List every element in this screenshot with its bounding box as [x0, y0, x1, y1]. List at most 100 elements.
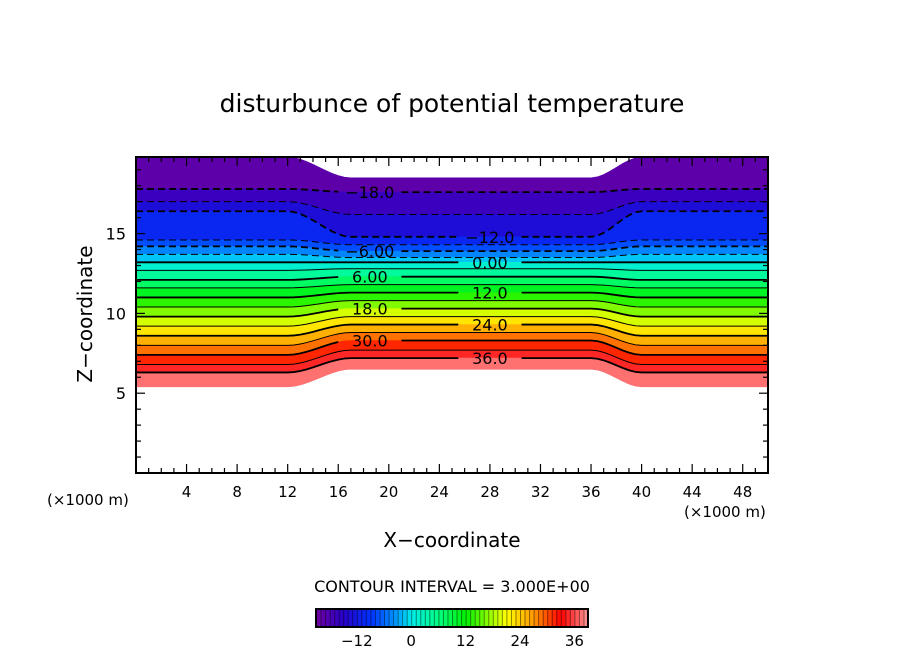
colorbar-cell [316, 609, 321, 627]
colorbar-tick-label: 36 [565, 632, 584, 650]
colorbar-cell [415, 609, 421, 627]
colorbar-cell [547, 609, 553, 627]
x-tick-label: 4 [182, 483, 192, 501]
colorbar-cell [347, 609, 353, 627]
colorbar-cell [556, 609, 562, 627]
contour-label: 36.0 [472, 349, 508, 368]
x-tick-label: 44 [683, 483, 702, 501]
colorbar-cell [501, 609, 507, 627]
colorbar-cell [470, 609, 475, 627]
contour-line [401, 339, 768, 356]
contour-interval: CONTOUR INTERVAL = 3.000E+00 [314, 577, 590, 596]
colorbar-cell [338, 609, 344, 627]
colorbar-cell [569, 609, 575, 627]
contour-line [136, 291, 459, 299]
colorbar-cell [524, 609, 530, 627]
contour-line [521, 323, 768, 337]
colorbar-cell [488, 609, 494, 627]
x-tick-label: 40 [632, 483, 651, 501]
colorbar-cell [438, 609, 444, 627]
x-tick-label: 20 [379, 483, 398, 501]
contour-label: 30.0 [352, 332, 388, 351]
x-tick-label: 28 [480, 483, 499, 501]
contour-label: 18.0 [352, 300, 388, 319]
colorbar: −12 0 12 24 36 [315, 608, 589, 650]
contour-line [136, 308, 339, 318]
colorbar-tick-label: −12 [341, 632, 373, 650]
colorbar-cell [370, 609, 376, 627]
contour-line [136, 323, 459, 337]
colorbar-cell [329, 609, 335, 627]
colorbar-cell [411, 609, 417, 627]
contour-label: 6.00 [352, 268, 388, 287]
colorbar-cell [393, 609, 398, 627]
x-tick-label: 12 [278, 483, 297, 501]
colorbar-cell [384, 609, 389, 627]
contour-line [521, 357, 768, 374]
colorbar-cell [538, 609, 543, 627]
chart-title: disturbunce of potential temperature [220, 89, 685, 118]
contour-line [401, 245, 768, 253]
contour-line [136, 357, 459, 374]
colorbar-cell [483, 609, 489, 627]
x-tick-label: 16 [329, 483, 348, 501]
colorbar-cell [374, 609, 380, 627]
colorbar-cell [429, 609, 435, 627]
colorbar-cell [515, 609, 521, 627]
x-tick-label: 48 [733, 483, 752, 501]
colorbar-cell [465, 609, 471, 627]
colorbar-cell [497, 609, 503, 627]
x-tick-label: 32 [531, 483, 550, 501]
colorbar-cell [461, 609, 466, 627]
colorbar-cell [320, 609, 326, 627]
x-tick-label: 24 [430, 483, 449, 501]
contour-line [136, 316, 768, 327]
contour-line [136, 245, 339, 252]
contour-line [136, 332, 768, 346]
colorbar-cell [334, 609, 339, 627]
contour-line [136, 341, 339, 356]
contour-line [401, 275, 768, 281]
colorbar-cell [574, 609, 580, 627]
colorbar-cell [542, 609, 548, 627]
contour-labels: −18.0 −12.0 −6.00 0.00 6.00 12.0 18.0 24.0 30.0 3… [345, 183, 514, 368]
colorbar-cell [442, 609, 448, 627]
x-tick-label: 36 [581, 483, 600, 501]
colorbar-cell [447, 609, 453, 627]
colorbar-cell [402, 609, 407, 627]
colorbar-cell [420, 609, 426, 627]
colorbar-cell [565, 609, 571, 627]
colorbar-cell [578, 609, 584, 627]
colorbar-cell [325, 609, 330, 627]
contour-line [521, 210, 768, 238]
colorbar-cell [474, 609, 480, 627]
colorbar-cell [456, 609, 462, 627]
contour-line [136, 201, 768, 215]
colorbar-cell [452, 609, 457, 627]
contour-line [521, 291, 768, 299]
contour-line [136, 268, 768, 271]
contour-line [401, 188, 768, 194]
colorbar-cell [365, 609, 371, 627]
colorbar-cell [583, 609, 589, 627]
contour-label: 24.0 [472, 316, 508, 335]
colorbar-frame [315, 608, 589, 628]
x-unit-left: (×1000 m) [47, 491, 129, 509]
colorbar-cell [510, 609, 516, 627]
colorbar-cell [397, 609, 403, 627]
y-axis-label: Z−coordinate [73, 245, 97, 382]
y-tick-label: 5 [116, 384, 126, 403]
colorbar-cell [520, 609, 525, 627]
y-tick-label: 10 [106, 304, 126, 323]
x-tick-label: 8 [232, 483, 242, 501]
colorbar-cell [343, 609, 349, 627]
contour-label: −6.00 [345, 242, 394, 261]
x-axis-label: X−coordinate [383, 528, 520, 552]
colorbar-cell [361, 609, 367, 627]
colorbar-cell [560, 609, 566, 627]
contour-label: 12.0 [472, 284, 508, 303]
x-unit-right: (×1000 m) [684, 503, 766, 521]
colorbar-cell [551, 609, 557, 627]
